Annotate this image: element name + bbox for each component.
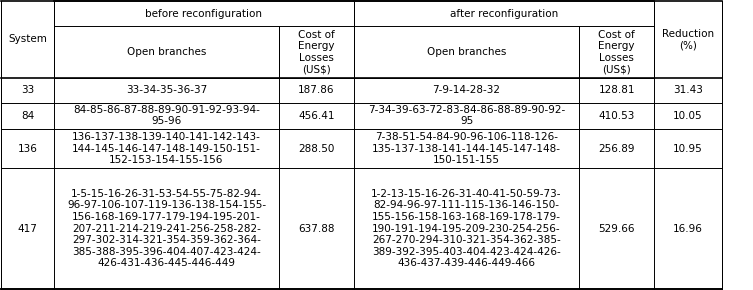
Text: Open branches: Open branches — [427, 47, 506, 57]
Text: Cost of
Energy
Losses
(US$): Cost of Energy Losses (US$) — [298, 30, 335, 74]
Text: 417: 417 — [18, 224, 38, 233]
Text: before reconfiguration: before reconfiguration — [145, 9, 263, 19]
Text: 128.81: 128.81 — [599, 85, 635, 95]
Text: Cost of
Energy
Losses
(US$): Cost of Energy Losses (US$) — [598, 30, 635, 74]
Text: 410.53: 410.53 — [599, 111, 635, 121]
Text: 1-5-15-16-26-31-53-54-55-75-82-94-
96-97-106-107-119-136-138-154-155-
156-168-16: 1-5-15-16-26-31-53-54-55-75-82-94- 96-97… — [67, 189, 266, 268]
Text: 7-34-39-63-72-83-84-86-88-89-90-92-
95: 7-34-39-63-72-83-84-86-88-89-90-92- 95 — [368, 105, 566, 126]
Text: 84: 84 — [21, 111, 35, 121]
Text: 136-137-138-139-140-141-142-143-
144-145-146-147-148-149-150-151-
152-153-154-15: 136-137-138-139-140-141-142-143- 144-145… — [72, 132, 261, 165]
Text: 288.50: 288.50 — [298, 144, 334, 154]
Text: System: System — [8, 35, 47, 44]
Text: 136: 136 — [18, 144, 38, 154]
Text: 33: 33 — [21, 85, 35, 95]
Text: 256.89: 256.89 — [599, 144, 635, 154]
Text: 10.05: 10.05 — [673, 111, 703, 121]
Text: Open branches: Open branches — [127, 47, 206, 57]
Text: 187.86: 187.86 — [298, 85, 335, 95]
Text: 1-2-13-15-16-26-31-40-41-50-59-73-
82-94-96-97-111-115-136-146-150-
155-156-158-: 1-2-13-15-16-26-31-40-41-50-59-73- 82-94… — [371, 189, 562, 268]
Text: 10.95: 10.95 — [673, 144, 703, 154]
Text: Reduction
(%): Reduction (%) — [662, 29, 714, 50]
Text: 637.88: 637.88 — [298, 224, 335, 233]
Text: 7-38-51-54-84-90-96-106-118-126-
135-137-138-141-144-145-147-148-
150-151-155: 7-38-51-54-84-90-96-106-118-126- 135-137… — [372, 132, 561, 165]
Text: after reconfiguration: after reconfiguration — [450, 9, 558, 19]
Text: 456.41: 456.41 — [298, 111, 335, 121]
Text: 33-34-35-36-37: 33-34-35-36-37 — [126, 85, 207, 95]
Text: 7-9-14-28-32: 7-9-14-28-32 — [432, 85, 501, 95]
Text: 529.66: 529.66 — [599, 224, 635, 233]
Text: 31.43: 31.43 — [673, 85, 703, 95]
Text: 84-85-86-87-88-89-90-91-92-93-94-
95-96: 84-85-86-87-88-89-90-91-92-93-94- 95-96 — [73, 105, 260, 126]
Text: 16.96: 16.96 — [673, 224, 703, 233]
